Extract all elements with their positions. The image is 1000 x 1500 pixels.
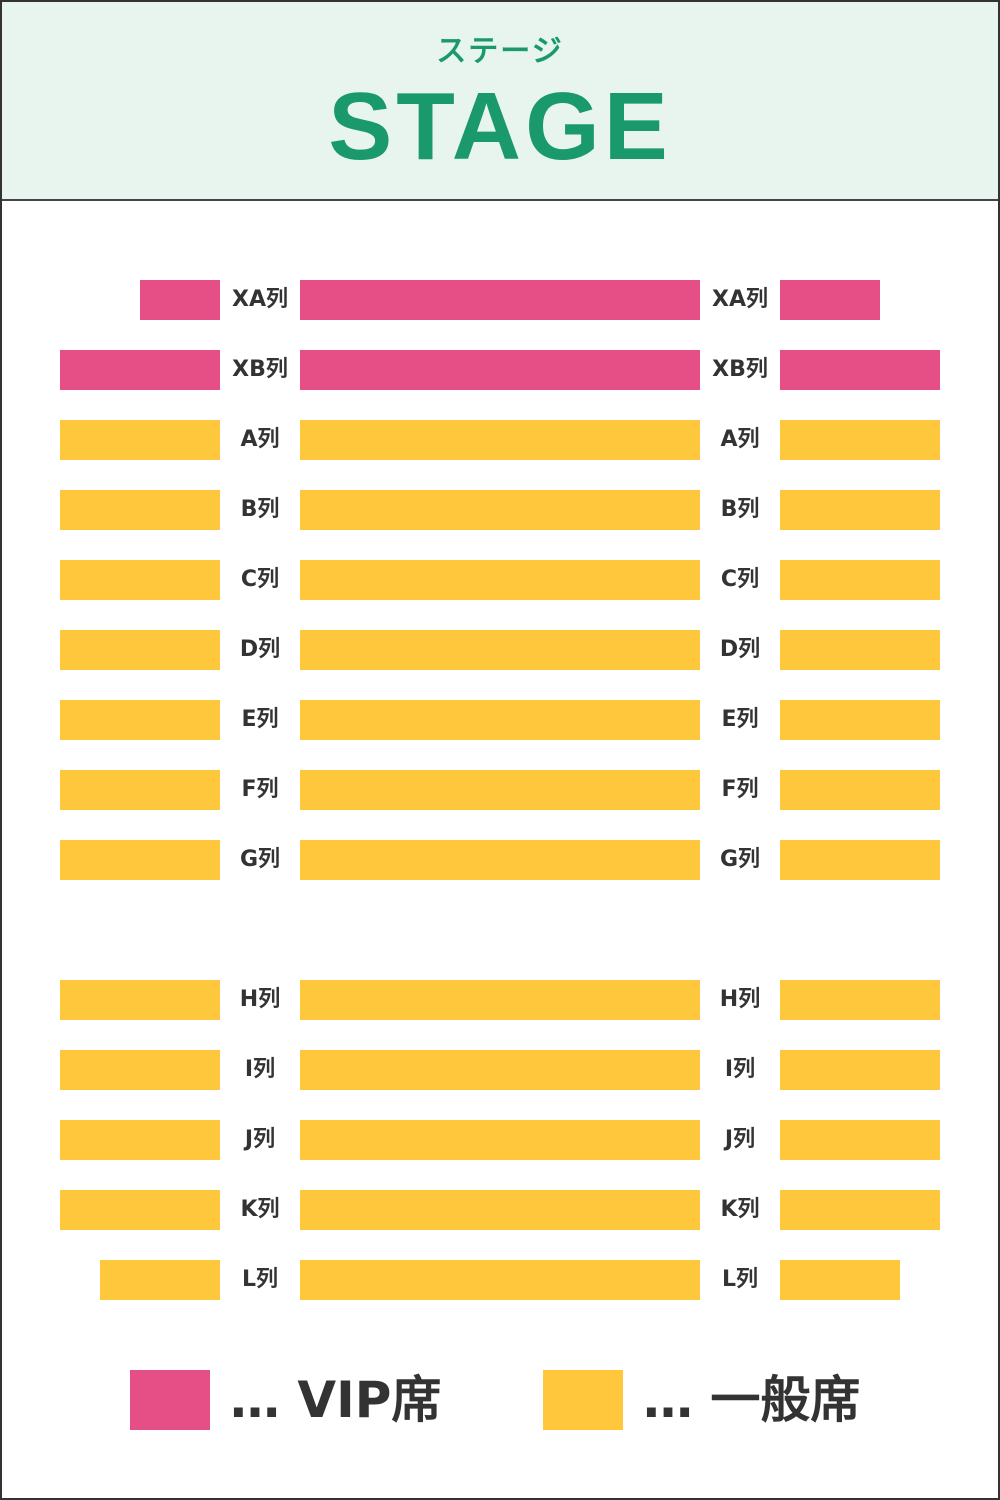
row-label-right: D列 <box>719 637 761 662</box>
row-label-left: C列 <box>240 567 280 592</box>
row-label-right: A列 <box>720 427 760 452</box>
row-label-right: K列 <box>720 1197 760 1222</box>
row-label-right: B列 <box>720 497 760 522</box>
seat-block-center <box>300 840 700 880</box>
seat-block-left <box>60 700 220 740</box>
row-label-right: XA列 <box>712 287 768 312</box>
legend-general-label: … 一般席 <box>643 1371 861 1429</box>
seat-block-right <box>780 350 940 390</box>
seat-block-right <box>780 490 940 530</box>
seat-block-center <box>300 1190 700 1230</box>
seat-block-left <box>60 980 220 1020</box>
row-label-left: J列 <box>244 1127 276 1152</box>
seat-block-left <box>60 560 220 600</box>
seat-block-right <box>780 420 940 460</box>
seat-block-right <box>780 770 940 810</box>
seat-block-center <box>300 770 700 810</box>
row-label-left: E列 <box>241 707 279 732</box>
seat-block-right <box>780 1260 900 1300</box>
seat-block-center <box>300 280 700 320</box>
legend-vip-swatch <box>130 1370 210 1430</box>
row-label-right: C列 <box>720 567 760 592</box>
seat-block-left <box>60 840 220 880</box>
seat-block-center <box>300 350 700 390</box>
seat-block-right <box>780 840 940 880</box>
seat-block-left <box>60 1050 220 1090</box>
seat-block-left <box>140 280 220 320</box>
row-label-right: H列 <box>719 987 761 1012</box>
row-label-right: I列 <box>724 1057 756 1082</box>
stage-area: ステージ STAGE <box>2 2 998 201</box>
stage-title: STAGE <box>328 73 672 180</box>
row-label-right: J列 <box>724 1127 756 1152</box>
row-label-left: L列 <box>241 1267 279 1292</box>
row-label-left: D列 <box>239 637 281 662</box>
legend-vip-label: … VIP席 <box>230 1371 442 1429</box>
seat-block-left <box>60 1190 220 1230</box>
row-label-left: F列 <box>241 777 279 802</box>
seat-block-center <box>300 1120 700 1160</box>
seat-block-center <box>300 1260 700 1300</box>
row-label-right: XB列 <box>712 357 768 382</box>
seat-block-right <box>780 1190 940 1230</box>
row-label-left: G列 <box>239 847 281 872</box>
seat-block-left <box>60 420 220 460</box>
seat-block-center <box>300 490 700 530</box>
seat-block-center <box>300 630 700 670</box>
seat-block-right <box>780 630 940 670</box>
seat-block-right <box>780 1120 940 1160</box>
row-label-left: XB列 <box>232 357 288 382</box>
seat-block-center <box>300 560 700 600</box>
seat-block-left <box>60 1120 220 1160</box>
seat-block-right <box>780 700 940 740</box>
row-label-left: B列 <box>240 497 280 522</box>
row-label-left: H列 <box>239 987 281 1012</box>
row-label-right: G列 <box>719 847 761 872</box>
row-label-left: A列 <box>240 427 280 452</box>
seat-block-center <box>300 980 700 1020</box>
seat-block-left <box>60 350 220 390</box>
row-label-right: L列 <box>721 1267 759 1292</box>
seat-block-right <box>780 280 880 320</box>
stage-subtitle: ステージ <box>436 34 564 69</box>
seat-block-center <box>300 700 700 740</box>
seat-block-right <box>780 980 940 1020</box>
legend-general-swatch <box>543 1370 623 1430</box>
row-label-left: XA列 <box>232 287 288 312</box>
seat-block-center <box>300 1050 700 1090</box>
seat-block-center <box>300 420 700 460</box>
seat-block-left <box>60 490 220 530</box>
row-label-left: K列 <box>240 1197 280 1222</box>
row-label-left: I列 <box>244 1057 276 1082</box>
seat-block-right <box>780 560 940 600</box>
seat-block-left <box>60 770 220 810</box>
seat-block-left <box>60 630 220 670</box>
seat-block-left <box>100 1260 220 1300</box>
row-label-right: F列 <box>721 777 759 802</box>
row-label-right: E列 <box>721 707 759 732</box>
seat-block-right <box>780 1050 940 1090</box>
